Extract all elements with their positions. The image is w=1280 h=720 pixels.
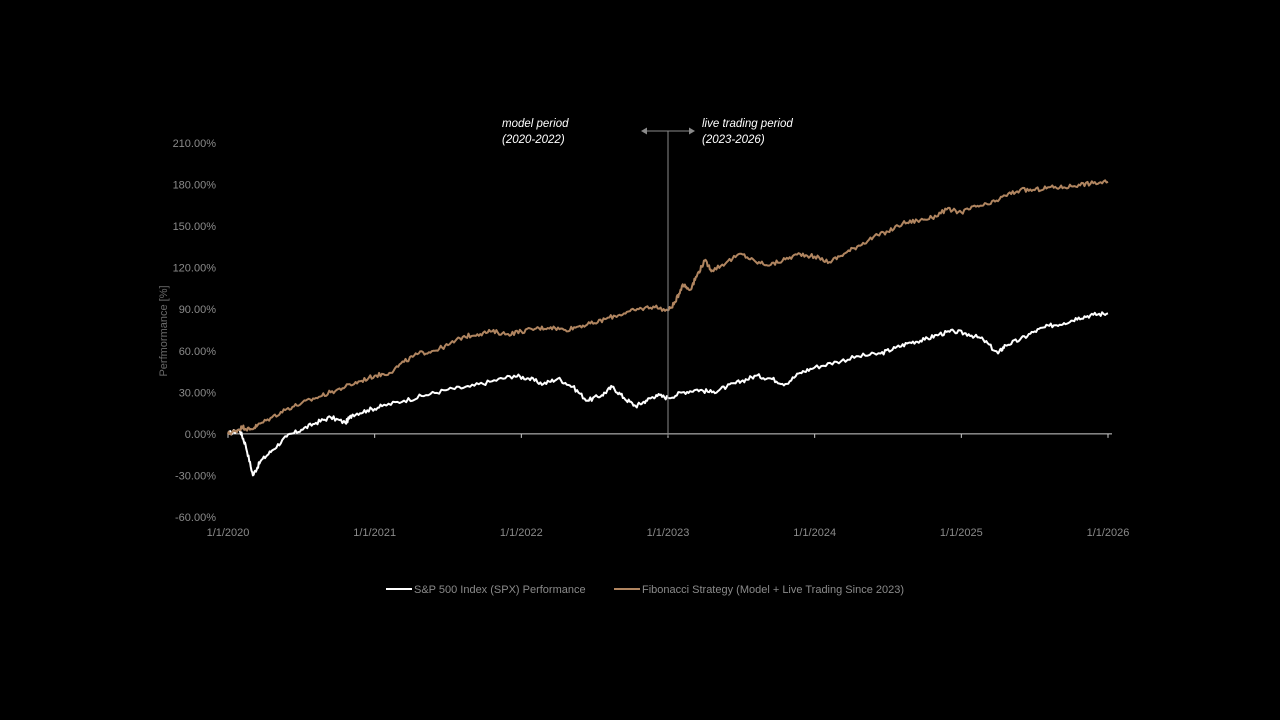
arrow-right-icon (689, 127, 695, 135)
x-tick-label: 1/1/2026 (1087, 527, 1130, 539)
fibonacci-series-line (227, 179, 1109, 436)
model-period-years: (2020-2022) (502, 134, 565, 146)
x-tick-label: 1/1/2023 (647, 527, 690, 539)
y-tick-label: 30.00% (179, 387, 217, 399)
y-tick-label: 150.00% (173, 221, 217, 233)
arrow-left-icon (641, 127, 647, 135)
y-tick-label: -30.00% (175, 470, 216, 482)
x-tick-label: 1/1/2021 (353, 527, 396, 539)
y-tick-label: 60.00% (179, 346, 217, 358)
y-tick-label: 120.00% (173, 263, 217, 275)
y-tick-label: 180.00% (173, 180, 217, 192)
live-period-label: live trading period (702, 118, 793, 130)
live-period-years: (2023-2026) (702, 134, 765, 146)
legend-label: S&P 500 Index (SPX) Performance (414, 584, 586, 596)
x-tick-label: 1/1/2025 (940, 527, 983, 539)
y-tick-label: 90.00% (179, 304, 217, 316)
x-tick-label: 1/1/2024 (793, 527, 836, 539)
model-period-label: model period (502, 118, 569, 130)
x-tick-label: 1/1/2022 (500, 527, 543, 539)
y-tick-label: 210.00% (173, 138, 217, 150)
y-tick-label: -60.00% (175, 512, 216, 524)
x-tick-label: 1/1/2020 (207, 527, 250, 539)
y-tick-label: 0.00% (185, 429, 216, 441)
legend-label: Fibonacci Strategy (Model + Live Trading… (642, 584, 904, 596)
y-axis-label: Perfmormance [%] (158, 285, 170, 376)
spx-series-line (227, 311, 1109, 477)
